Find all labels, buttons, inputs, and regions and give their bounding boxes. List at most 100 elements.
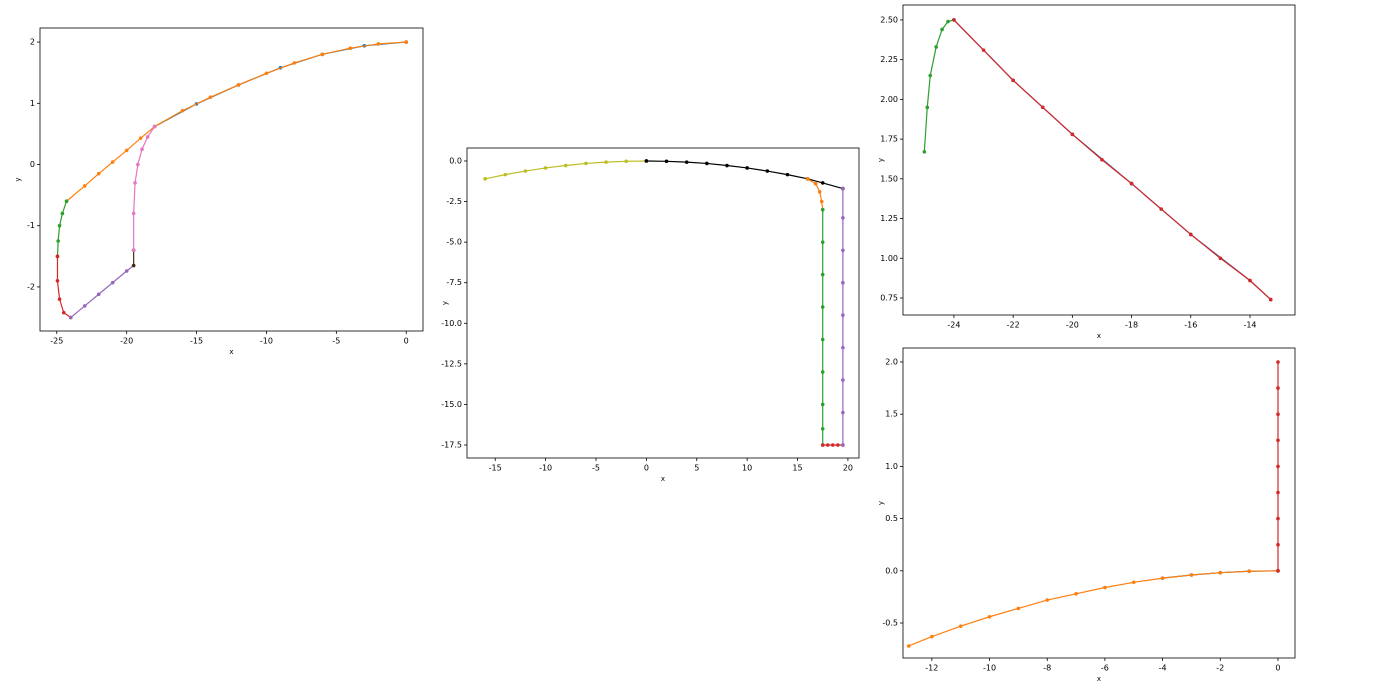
series-point xyxy=(1159,207,1163,211)
plot: -15 -10 -5 0 5 10 15 20 0.0 -2.5 -5.0 -7.5 -10.0 -12.… xyxy=(441,147,860,483)
y-tick-label: -15.0 xyxy=(441,400,462,409)
series-point xyxy=(820,272,825,277)
series-point xyxy=(1276,542,1280,547)
series-point xyxy=(110,280,115,285)
series-point xyxy=(841,186,845,191)
series-point xyxy=(1268,297,1273,302)
x-tick-label: -14 xyxy=(1243,321,1256,330)
series-line xyxy=(66,41,407,202)
x-tick-label: -25 xyxy=(50,337,63,346)
series-point xyxy=(320,52,325,57)
series-point xyxy=(820,426,825,431)
series-point xyxy=(1100,157,1104,162)
series-point xyxy=(1103,585,1107,590)
plot-frame xyxy=(39,27,424,332)
series-line xyxy=(923,19,955,152)
series-point xyxy=(1247,569,1251,574)
x-axis-label: x xyxy=(1097,332,1101,340)
series-point xyxy=(1276,516,1280,521)
series-point xyxy=(82,184,87,188)
x-tick-label: -22 xyxy=(1007,321,1020,330)
y-tick-label: -17.5 xyxy=(441,441,462,450)
series-point xyxy=(925,105,930,110)
series-point xyxy=(765,169,770,173)
series-point xyxy=(57,297,62,301)
series-point xyxy=(820,443,825,447)
series-point xyxy=(96,292,101,297)
series-point xyxy=(987,614,992,619)
series-point xyxy=(110,160,115,164)
series-point xyxy=(841,443,845,447)
y-tick-label: 1.75 xyxy=(880,135,898,144)
x-tick-label: -18 xyxy=(1125,321,1138,330)
series-point xyxy=(841,378,845,382)
x-tick-label: 20 xyxy=(843,464,853,473)
plot-frame xyxy=(902,347,1296,659)
series-point xyxy=(1218,256,1223,261)
y-axis-label: y xyxy=(877,501,885,505)
series-point xyxy=(180,108,185,113)
series-point xyxy=(940,27,944,32)
series-line xyxy=(154,41,407,128)
y-tick-label: 1.00 xyxy=(880,254,898,263)
y-tick-label: 0.0 xyxy=(885,566,898,575)
series-point xyxy=(56,239,60,243)
x-tick-label: 15 xyxy=(792,464,802,473)
series-point xyxy=(1131,580,1136,585)
y-tick-label: 2 xyxy=(30,38,35,47)
series-point xyxy=(68,315,73,320)
series-point xyxy=(404,40,409,44)
series-point xyxy=(928,73,933,78)
series-point xyxy=(981,48,986,52)
y-tick-label: 2.00 xyxy=(880,95,898,104)
series-point xyxy=(817,190,822,194)
y-tick-label: -10.0 xyxy=(441,319,462,328)
series-point xyxy=(55,279,60,283)
x-axis-label: x xyxy=(229,348,233,356)
series-point xyxy=(60,211,65,216)
series-point xyxy=(805,177,810,181)
series-point xyxy=(523,169,528,173)
series-point xyxy=(825,443,830,447)
series-point xyxy=(934,45,938,49)
series-point xyxy=(57,223,62,228)
series-point xyxy=(958,624,963,628)
series-line xyxy=(908,570,1278,647)
series-point xyxy=(124,148,129,153)
series-point xyxy=(841,248,845,253)
series-point xyxy=(1040,105,1045,110)
series-point xyxy=(152,124,157,129)
series-line xyxy=(56,201,68,257)
series-point xyxy=(946,19,950,24)
series-line xyxy=(953,19,1272,301)
x-tick-label: -15 xyxy=(489,464,502,473)
x-tick-label: -2 xyxy=(1216,664,1224,673)
series-point xyxy=(1248,278,1252,283)
series-line xyxy=(56,256,72,319)
x-tick-label: -5 xyxy=(332,337,340,346)
x-tick-label: 5 xyxy=(694,464,699,473)
x-tick-label: -20 xyxy=(1066,321,1079,330)
series-point xyxy=(236,83,241,87)
series-point xyxy=(841,313,845,317)
series-point xyxy=(124,269,129,273)
y-tick-label: 2.0 xyxy=(885,357,898,366)
x-tick-label: 0 xyxy=(644,464,649,473)
series-point xyxy=(820,207,825,212)
series-point xyxy=(61,310,66,315)
y-tick-label: -7.5 xyxy=(446,278,462,287)
y-tick-label: 1.5 xyxy=(885,410,898,419)
series-point xyxy=(1011,78,1015,83)
series-point xyxy=(705,161,709,166)
series-point xyxy=(136,162,140,167)
series-point xyxy=(1276,464,1280,469)
series-point xyxy=(563,163,568,168)
y-tick-label: 0 xyxy=(30,160,35,169)
y-tick-label: 1.25 xyxy=(880,214,898,223)
series-point xyxy=(1189,573,1194,577)
x-axis-label: x xyxy=(1097,675,1101,683)
series-point xyxy=(133,181,137,185)
series-point xyxy=(1276,438,1280,443)
series-point xyxy=(813,181,818,186)
series-line xyxy=(646,160,844,190)
